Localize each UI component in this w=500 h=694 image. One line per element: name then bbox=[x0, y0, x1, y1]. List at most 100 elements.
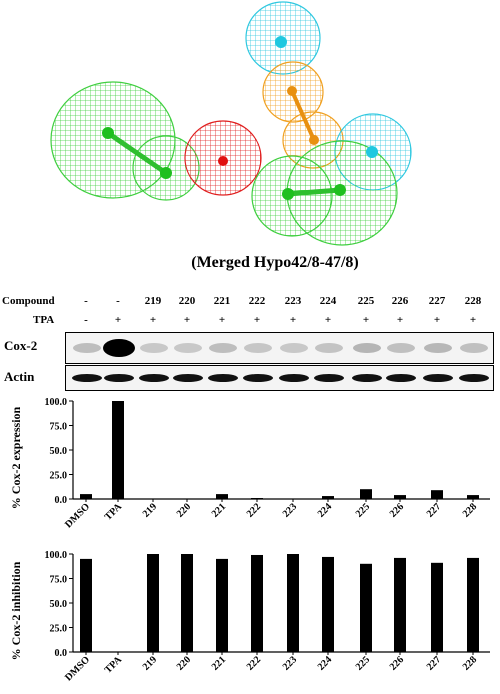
tpa-value: + bbox=[289, 314, 297, 326]
vector-right bbox=[287, 187, 341, 197]
category-label: 228 bbox=[461, 501, 479, 519]
feature-center bbox=[309, 135, 319, 145]
y-tick-label: 0.0 bbox=[55, 495, 68, 506]
compound-value: - bbox=[84, 295, 88, 307]
actin-label: Actin bbox=[4, 369, 35, 384]
compound-value: - bbox=[116, 295, 120, 307]
feature-center bbox=[275, 36, 287, 48]
tpa-value: + bbox=[396, 314, 404, 326]
actin-band bbox=[459, 374, 489, 382]
y-tick-label: 50.0 bbox=[50, 599, 68, 610]
category-label: 222 bbox=[245, 501, 263, 519]
cox2-band bbox=[315, 343, 343, 353]
y-tick-label: 75.0 bbox=[50, 422, 68, 433]
tpa-value: + bbox=[253, 314, 261, 326]
actin-band bbox=[173, 374, 203, 382]
vector-left bbox=[106, 130, 168, 176]
y-tick-label: 0.0 bbox=[55, 648, 68, 659]
actin-band bbox=[139, 374, 169, 382]
cox2-blot-image bbox=[65, 332, 494, 364]
category-label: 225 bbox=[354, 654, 372, 672]
category-label: 228 bbox=[461, 654, 479, 672]
y-tick-label: 100.0 bbox=[45, 397, 68, 408]
feature-center bbox=[102, 127, 114, 139]
feature-center bbox=[287, 86, 297, 96]
bar bbox=[251, 498, 263, 499]
compound-value: 223 bbox=[284, 295, 302, 307]
compound-value: 227 bbox=[428, 295, 446, 307]
feature-center bbox=[334, 184, 346, 196]
actin-band bbox=[423, 374, 453, 382]
y-tick-label: 75.0 bbox=[50, 575, 68, 586]
category-label: TPA bbox=[103, 654, 125, 676]
bar bbox=[80, 494, 92, 499]
y-tick-label: 50.0 bbox=[50, 446, 68, 457]
cox2-band bbox=[174, 343, 202, 353]
blot-header: Compound TPA - - 219 220 221 222 223 224 225 226 2… bbox=[0, 290, 500, 330]
cox2-band bbox=[73, 343, 101, 353]
bar bbox=[394, 495, 406, 499]
category-label: 221 bbox=[210, 654, 228, 672]
category-label: 222 bbox=[245, 654, 263, 672]
tpa-value: + bbox=[183, 314, 191, 326]
cox2-band bbox=[103, 339, 135, 357]
compound-value: 222 bbox=[248, 295, 266, 307]
bar bbox=[431, 490, 443, 499]
compound-value: 225 bbox=[357, 295, 375, 307]
feature-center bbox=[366, 146, 378, 158]
bar bbox=[80, 558, 92, 652]
category-label: 221 bbox=[210, 501, 228, 519]
y-tick-label: 100.0 bbox=[45, 550, 68, 561]
bar bbox=[112, 401, 124, 499]
tpa-value: + bbox=[362, 314, 370, 326]
bar bbox=[467, 495, 479, 499]
bar bbox=[216, 494, 228, 499]
bar bbox=[360, 489, 372, 499]
category-label: 223 bbox=[281, 654, 299, 672]
bar bbox=[216, 558, 228, 652]
category-label: 224 bbox=[316, 501, 334, 519]
actin-band bbox=[208, 374, 238, 382]
compound-value: 226 bbox=[391, 295, 409, 307]
category-label: 220 bbox=[175, 501, 193, 519]
cox2-band bbox=[140, 343, 168, 353]
compound-value: 219 bbox=[144, 295, 162, 307]
category-label: 227 bbox=[425, 654, 443, 672]
category-label: TPA bbox=[103, 501, 125, 523]
bar bbox=[360, 563, 372, 652]
category-label: 223 bbox=[281, 501, 299, 519]
cox2-band bbox=[424, 343, 452, 353]
actin-band bbox=[352, 374, 382, 382]
tpa-value: + bbox=[433, 314, 441, 326]
actin-blot-image bbox=[65, 365, 494, 391]
category-label: 226 bbox=[388, 654, 406, 672]
category-label: DMSO bbox=[63, 654, 92, 683]
feature-center bbox=[160, 167, 172, 179]
bar bbox=[322, 556, 334, 652]
category-label: 224 bbox=[316, 654, 334, 672]
feature-center bbox=[282, 188, 294, 200]
cox2-band bbox=[280, 343, 308, 353]
actin-band bbox=[243, 374, 273, 382]
cox2-expression-chart: 0.0 25.0 50.0 75.0 100.0 % Cox-2 expression DM… bbox=[9, 397, 490, 530]
category-label: 226 bbox=[388, 501, 406, 519]
bar bbox=[181, 554, 193, 652]
y-tick-label: 25.0 bbox=[50, 624, 68, 635]
compound-value: 220 bbox=[178, 295, 196, 307]
bar bbox=[394, 557, 406, 652]
actin-band bbox=[72, 374, 102, 382]
compound-label: Compound bbox=[2, 295, 55, 307]
category-label: 219 bbox=[141, 501, 159, 519]
cox2-band bbox=[244, 343, 272, 353]
tpa-value: + bbox=[149, 314, 157, 326]
figure-caption: (Merged Hypo42/8-47/8) bbox=[191, 254, 359, 271]
bar bbox=[322, 496, 334, 499]
tpa-value: + bbox=[218, 314, 226, 326]
category-label: 219 bbox=[141, 654, 159, 672]
pharmacophore-model bbox=[50, 1, 412, 246]
cox2-band bbox=[460, 343, 488, 353]
tpa-value: - bbox=[84, 314, 88, 326]
tpa-value: + bbox=[114, 314, 122, 326]
actin-band bbox=[386, 374, 416, 382]
bar bbox=[431, 562, 443, 652]
